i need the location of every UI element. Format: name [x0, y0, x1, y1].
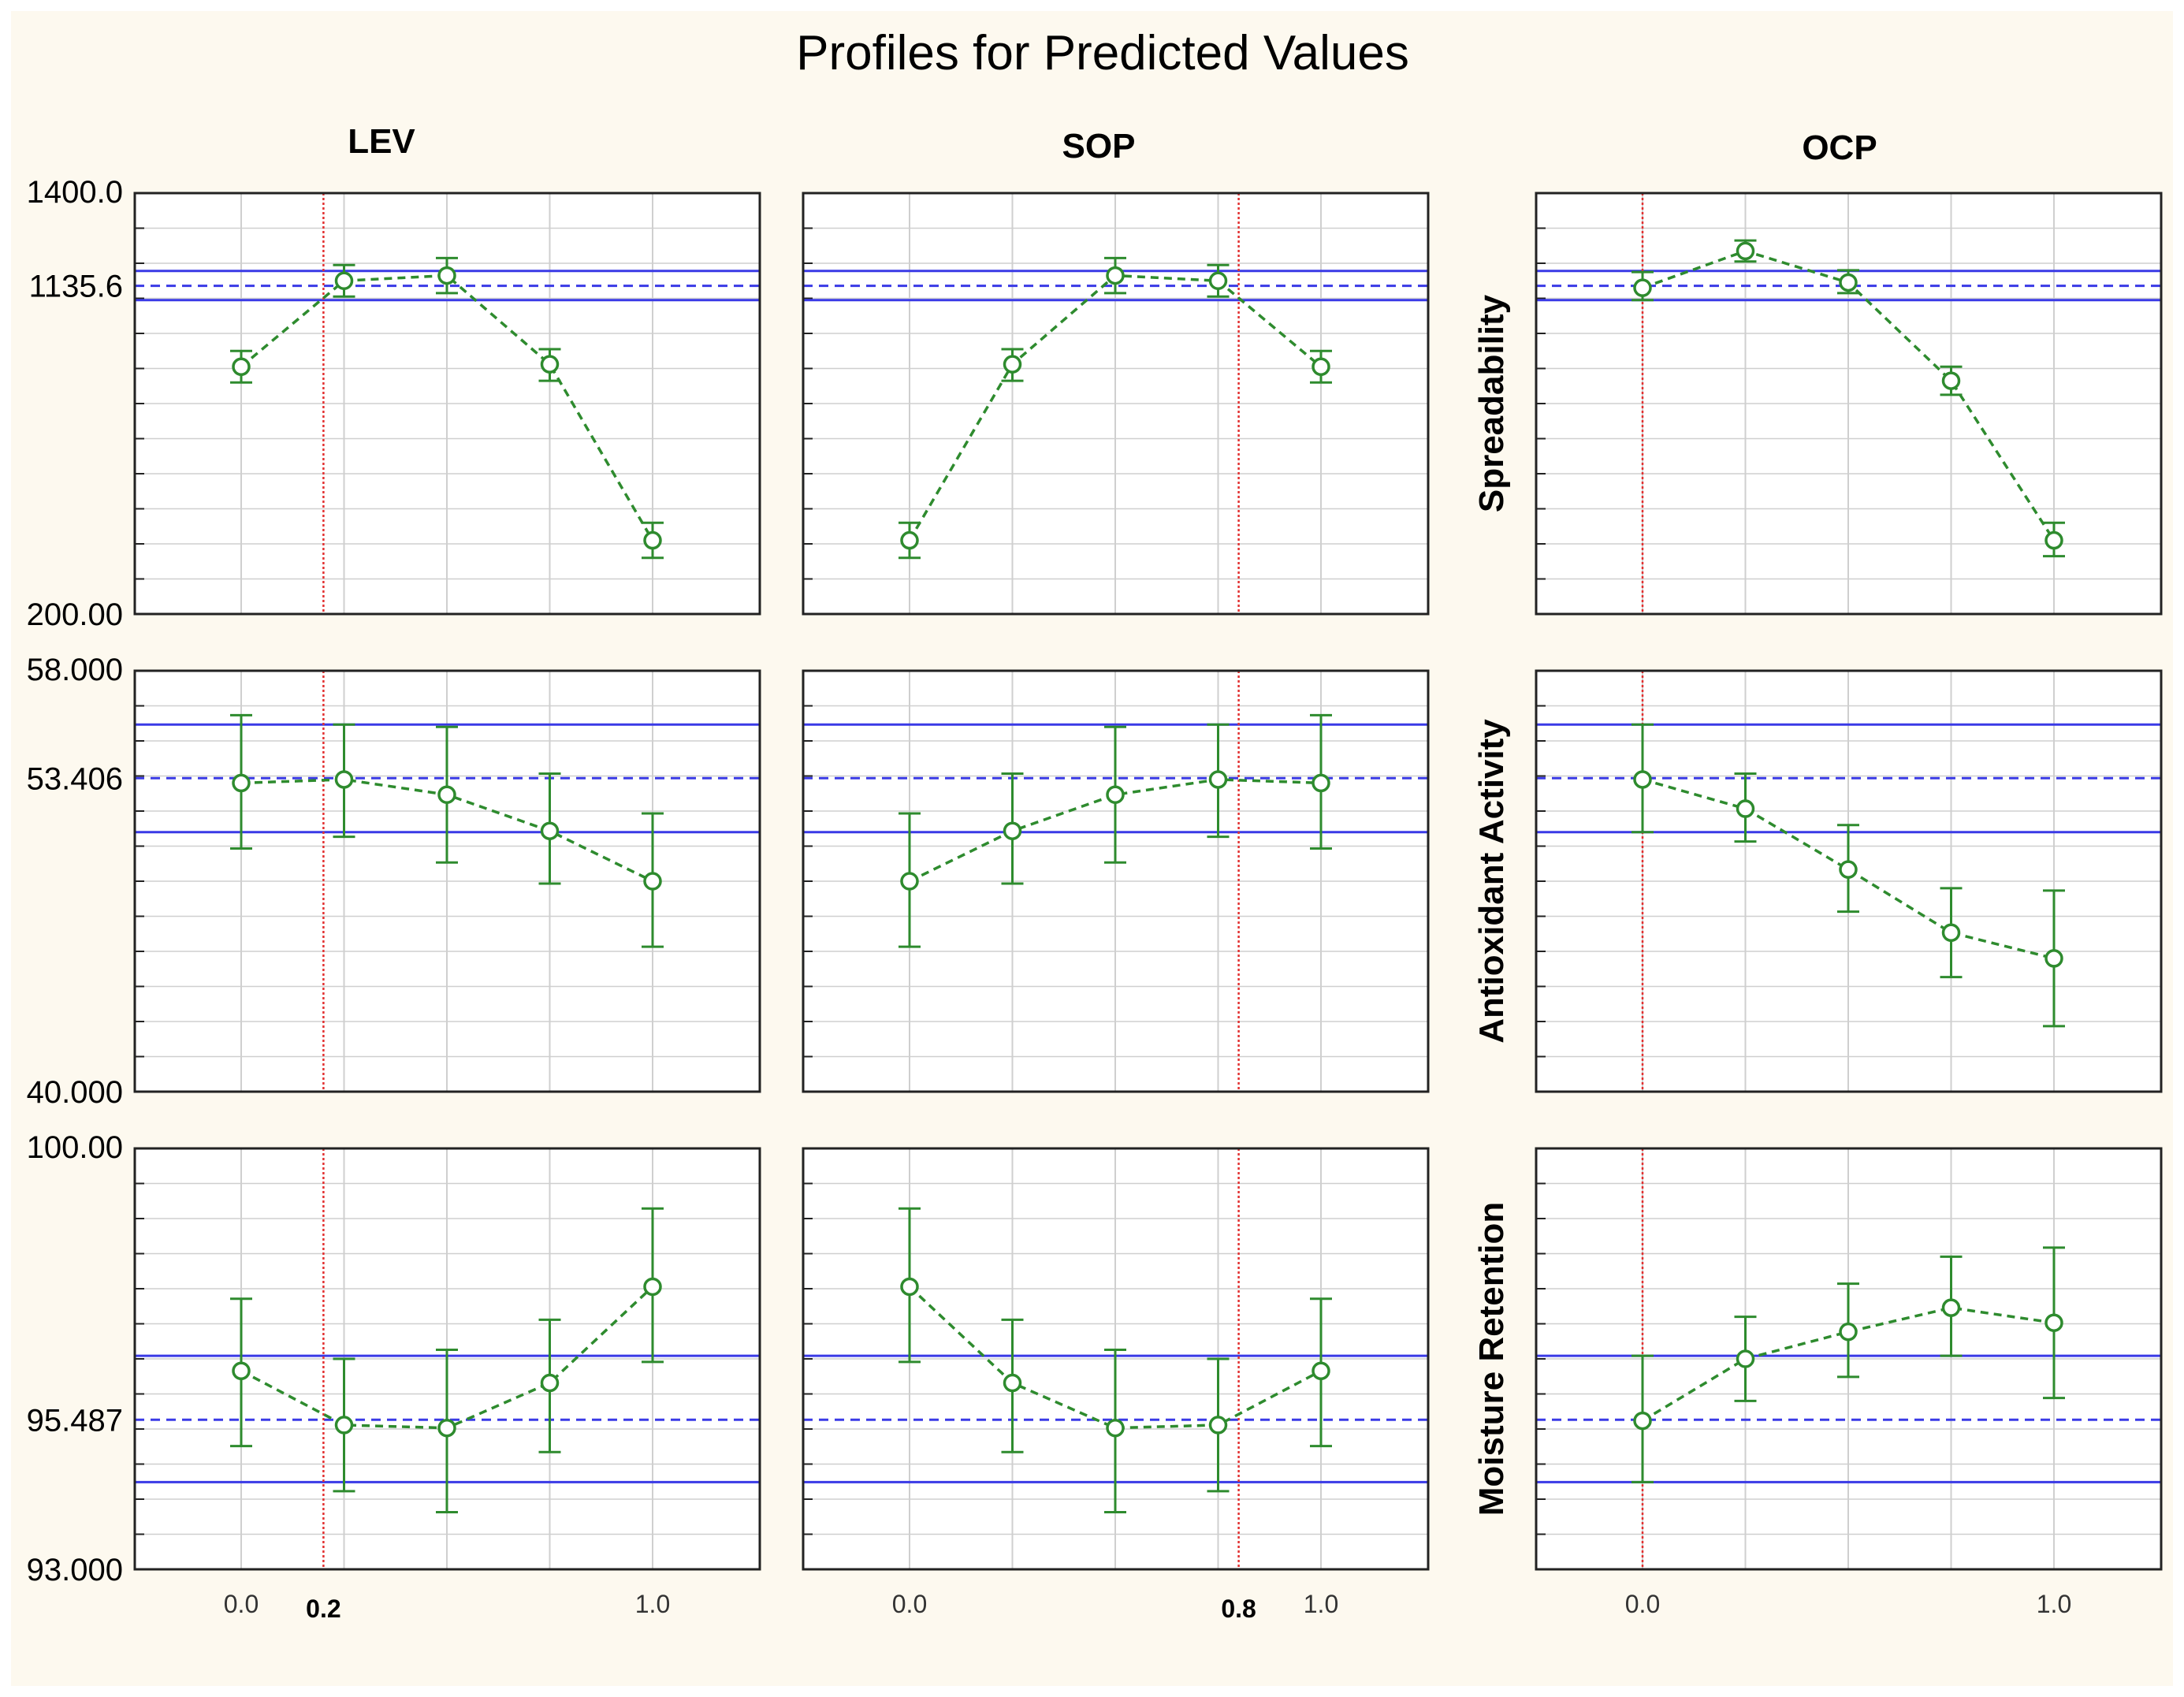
y-tick-label-antioxidant-activity: 40.000: [27, 1075, 123, 1110]
data-point: [643, 1277, 662, 1297]
y-tick-label-moisture-retention: 100.00: [27, 1130, 123, 1165]
panel-frame: [133, 192, 761, 616]
factor-heading-lev: LEV: [348, 122, 415, 161]
panel-ocp-antioxidant-activity: [1535, 669, 2163, 1093]
panel-ocp-spreadability: [1535, 192, 2163, 616]
data-point: [334, 1416, 354, 1435]
data-point: [2044, 530, 2063, 550]
data-point: [1003, 355, 1022, 374]
x-tick-label-lev: 1.0: [635, 1590, 670, 1618]
panel-frame: [802, 1147, 1430, 1571]
data-point: [1941, 371, 1961, 390]
data-point: [540, 1373, 560, 1393]
panel-sop-moisture-retention: [802, 1147, 1430, 1571]
panel-lev-spreadability: [133, 192, 761, 616]
data-point: [1312, 1361, 1330, 1381]
profiles-chart: Profiles for Predicted Values LEV SOP OCP 1…: [27, 26, 2163, 1623]
data-point: [232, 1361, 251, 1381]
data-point: [540, 355, 560, 374]
y-tick-label-antioxidant-activity: 53.406: [27, 761, 123, 796]
y-tick-label-spreadability: 1135.6: [29, 270, 123, 304]
figure: Profiles for Predicted Values LEV SOP OCP 1…: [11, 11, 2173, 1686]
y-tick-label-moisture-retention: 93.000: [27, 1553, 123, 1587]
panel-frame: [802, 669, 1430, 1093]
data-point: [437, 1418, 456, 1438]
data-point: [232, 357, 251, 377]
data-point: [1941, 1298, 1961, 1317]
panel-frame: [1535, 192, 2163, 616]
factor-heading-sop: SOP: [1062, 127, 1136, 166]
data-point: [900, 872, 919, 891]
panel-sop-antioxidant-activity: [802, 669, 1430, 1093]
data-point: [1633, 770, 1652, 789]
x-tick-label-sop: 0.0: [892, 1590, 927, 1618]
x-tick-label-lev: 0.2: [306, 1595, 340, 1623]
data-point: [1106, 785, 1125, 804]
data-point: [1208, 770, 1228, 789]
data-point: [1736, 1349, 1755, 1368]
data-point: [437, 785, 456, 804]
panel-frame: [133, 669, 761, 1093]
factor-heading-ocp: OCP: [1802, 128, 1877, 167]
y-tick-label-antioxidant-activity: 58.000: [27, 653, 123, 687]
data-point: [1736, 799, 1755, 818]
panel-ocp-moisture-retention: [1535, 1147, 2163, 1571]
y-tick-label-spreadability: 200.00: [27, 597, 123, 632]
data-point: [900, 1277, 919, 1297]
data-point: [1003, 821, 1022, 840]
response-label-antioxidant-activity: Antioxidant Activity: [1472, 719, 1511, 1044]
x-tick-label-sop: 0.8: [1221, 1595, 1256, 1623]
chart-title: Profiles for Predicted Values: [796, 26, 1409, 80]
panel-frame: [802, 192, 1430, 616]
panel-frame: [1535, 1147, 2163, 1571]
x-tick-label-ocp: 0.0: [1625, 1590, 1660, 1618]
data-point: [1312, 357, 1330, 377]
data-point: [643, 872, 662, 891]
data-point: [1839, 1322, 1858, 1342]
panel-lev-moisture-retention: [133, 1147, 761, 1571]
data-point: [643, 530, 662, 550]
data-point: [2044, 1313, 2063, 1332]
data-point: [1633, 278, 1652, 297]
data-point: [334, 770, 354, 789]
data-point: [2044, 949, 2063, 968]
response-label-moisture-retention: Moisture Retention: [1472, 1202, 1511, 1516]
data-point: [1941, 923, 1961, 943]
data-point: [1736, 241, 1755, 261]
data-point: [334, 271, 354, 290]
x-tick-label-lev: 0.0: [224, 1590, 259, 1618]
data-point: [1312, 773, 1330, 793]
panel-frame: [1535, 669, 2163, 1093]
panel-lev-antioxidant-activity: [133, 669, 761, 1093]
data-point: [232, 773, 251, 793]
data-point: [1633, 1411, 1652, 1431]
data-point: [1106, 266, 1125, 285]
panel-frame: [133, 1147, 761, 1571]
data-point: [1839, 273, 1858, 292]
data-point: [1208, 1416, 1228, 1435]
data-point: [900, 530, 919, 550]
data-point: [1208, 271, 1228, 290]
x-tick-label-ocp: 1.0: [2037, 1590, 2071, 1618]
data-point: [1003, 1373, 1022, 1393]
profile-curve: [908, 1286, 1322, 1430]
profile-curve: [909, 778, 1322, 883]
data-point: [540, 821, 560, 840]
y-tick-label-spreadability: 1400.0: [27, 175, 123, 210]
panel-sop-spreadability: [802, 192, 1430, 616]
data-point: [437, 266, 456, 285]
profile-curve: [1642, 1306, 2055, 1423]
plot-grid: LEV SOP OCP 1400.0 1135.6 200.00 Spreadability…: [27, 122, 2163, 1623]
x-tick-label-sop: 1.0: [1304, 1590, 1338, 1618]
y-tick-label-moisture-retention: 95.487: [27, 1403, 123, 1438]
profile-curve: [1642, 778, 2055, 960]
data-point: [1106, 1418, 1125, 1438]
response-label-spreadability: Spreadability: [1472, 294, 1511, 512]
data-point: [1839, 860, 1858, 879]
